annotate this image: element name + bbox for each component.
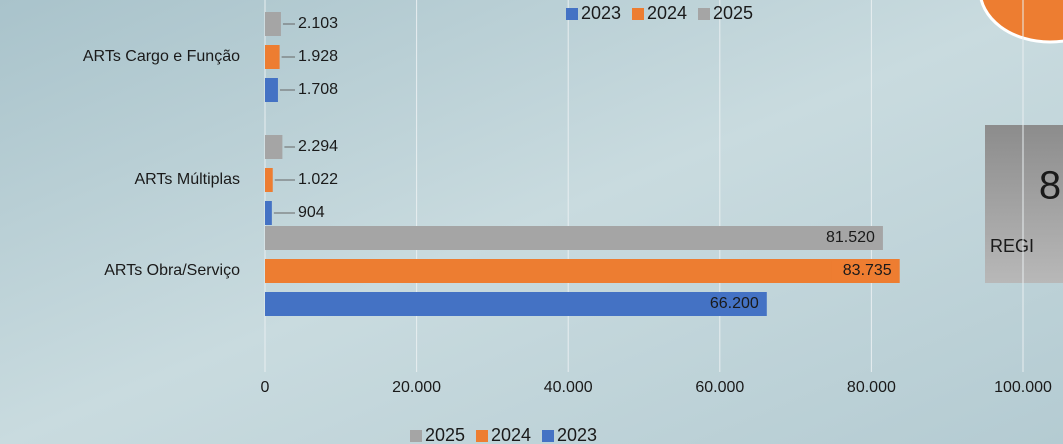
value-label: 81.520 [826, 229, 875, 246]
chart: 8 REGI 0 20.000 40.000 60.000 80.000 100.000 A… [0, 0, 1063, 444]
legend-label: 2025 [425, 425, 465, 444]
x-tick-label: 60.000 [695, 379, 744, 396]
y-tick-label: ARTs Cargo e Função [83, 48, 240, 65]
legend-swatch [632, 8, 644, 20]
value-label: 66.200 [710, 295, 759, 312]
background [0, 0, 1063, 444]
value-label: 1.708 [298, 81, 338, 98]
legend-label: 2023 [581, 3, 621, 23]
y-tick-label: ARTs Obra/Serviço [104, 262, 240, 279]
value-label: 2.103 [298, 15, 338, 32]
bar [265, 168, 273, 192]
value-label: 2.294 [298, 138, 338, 155]
legend-swatch [566, 8, 578, 20]
legend-swatch [698, 8, 710, 20]
bar [265, 12, 281, 36]
page: 8 REGI 0 20.000 40.000 60.000 80.000 100.000 A… [0, 0, 1063, 444]
x-tick-label: 20.000 [392, 379, 441, 396]
x-tick-label: 40.000 [544, 379, 593, 396]
legend-label: 2024 [491, 425, 531, 444]
x-tick-label: 80.000 [847, 379, 896, 396]
panel-number: 8 [1039, 164, 1061, 208]
bar [265, 201, 272, 225]
y-tick-label: ARTs Múltiplas [134, 171, 240, 188]
value-label: 1.022 [298, 171, 338, 188]
bar [265, 259, 900, 283]
legend-swatch [542, 430, 554, 442]
legend-label: 2025 [713, 3, 753, 23]
legend-swatch [476, 430, 488, 442]
legend-label: 2023 [557, 425, 597, 444]
bar [265, 292, 767, 316]
legend-label: 2024 [647, 3, 687, 23]
bar [265, 135, 282, 159]
bar [265, 45, 280, 69]
x-tick-label: 100.000 [994, 379, 1052, 396]
bar [265, 226, 883, 250]
value-label: 1.928 [298, 48, 338, 65]
legend-swatch [410, 430, 422, 442]
value-label: 904 [298, 204, 325, 221]
bar [265, 78, 278, 102]
x-tick-label: 0 [261, 379, 270, 396]
panel-label: REGI [990, 236, 1034, 256]
value-label: 83.735 [843, 262, 892, 279]
